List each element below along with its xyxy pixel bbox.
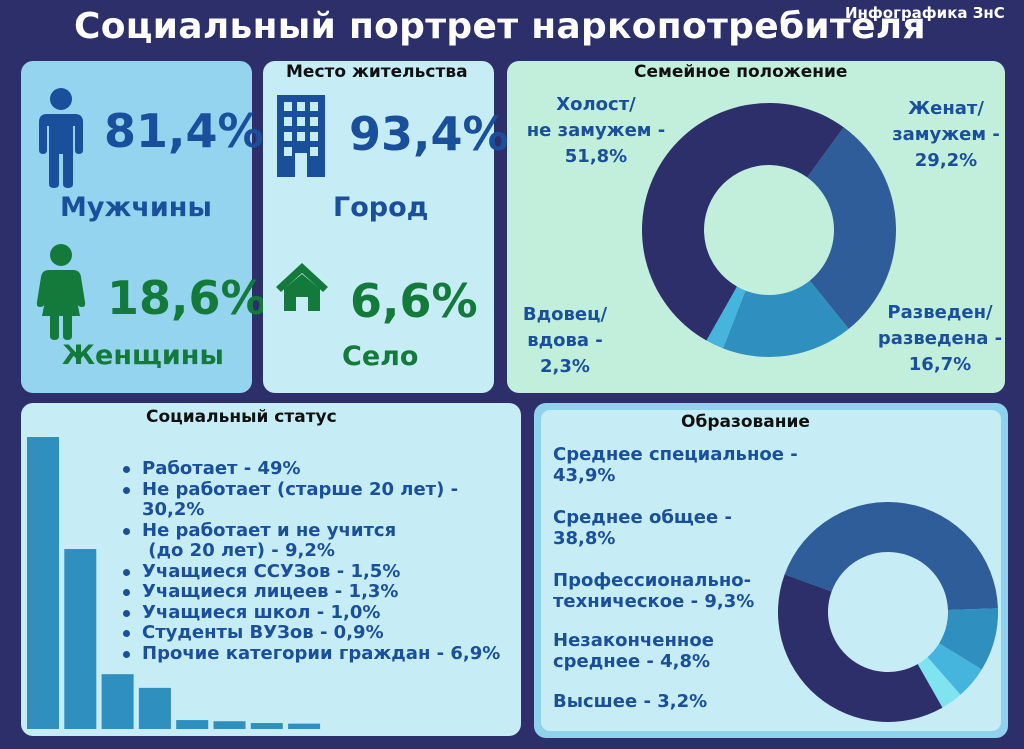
female-label: Женщины (62, 340, 224, 371)
social-legend-item: Не работает (старше 20 лет) -30,2% (120, 478, 500, 521)
family-label-single: Холост/не замужем - 51,8% (508, 92, 684, 170)
label-line: 2,3% (540, 356, 590, 377)
slice-higher (917, 657, 961, 708)
village-percent: 6,6% (350, 274, 478, 328)
label-line: Женат/ (908, 98, 984, 119)
social-legend-item: Работает - 49% (120, 458, 500, 480)
legend-line: (до 20 лет) - 9,2% (142, 540, 335, 561)
male-icon (39, 88, 83, 188)
social-bar (27, 437, 59, 729)
family-label-divorced: Разведен/разведена - 16,7% (866, 300, 1014, 378)
legend-line: Студенты ВУЗов - 0,9% (142, 622, 384, 643)
slice-divorced (722, 280, 849, 357)
label-line: Среднее специальное - (553, 444, 798, 465)
edu-label-incomplete: Незаконченное среднее - 4,8% (553, 630, 714, 672)
edu-label-higher: Высшее - 3,2% (553, 691, 707, 712)
social-legend-item: Учащиеся ССУЗов - 1,5% (120, 560, 500, 583)
brand-label: Инфографика ЗнС (845, 4, 1005, 22)
legend-line: Не работает и не учится (142, 519, 397, 541)
social-bar (101, 674, 134, 729)
social-legend-item: Учащиеся школ - 1,0% (120, 601, 500, 624)
bullet-icon (123, 650, 130, 658)
male-percent: 81,4% (104, 104, 264, 158)
label-line: Профессионально- (553, 570, 752, 591)
family-label-married: Женат/замужем - 29,2% (872, 96, 1020, 174)
building-icon (277, 95, 325, 177)
label-line: техническое - 9,3% (553, 591, 755, 612)
residence-title: Место жительства (286, 62, 468, 82)
legend-line: Учащиеся лицеев - 1,3% (142, 581, 399, 602)
label-line: Разведен/ (887, 302, 993, 323)
label-line: 43,9% (553, 465, 616, 486)
female-icon (36, 244, 86, 340)
label-line: разведена - (877, 328, 1003, 349)
label-line: Незаконченное (553, 630, 714, 651)
social-bar (250, 723, 283, 729)
edu-label-vocational: Профессионально-техническое - 9,3% (553, 570, 754, 612)
slice-specialized (784, 501, 998, 610)
male-label: Мужчины (60, 192, 212, 223)
social-legend-item: Студенты ВУЗов - 0,9% (120, 622, 500, 644)
slice-general (777, 574, 943, 722)
legend-line: Учащиеся школ - 1,0% (142, 601, 381, 623)
label-line: Вдовец/ (522, 304, 608, 325)
legend-line: Не работает (старше 20 лет) - (142, 478, 459, 500)
education-title: Образование (681, 412, 810, 432)
legend-line: Прочие категории граждан - 6,9% (142, 642, 501, 664)
slice-widowed (706, 286, 746, 349)
social-bar (138, 687, 171, 729)
label-line: Среднее общее - (553, 507, 732, 528)
slice-single (642, 102, 844, 341)
label-line: 29,2% (914, 150, 978, 171)
legend-line: Работает - 49% (142, 458, 301, 479)
edu-label-general: Среднее общее -38,8% (553, 507, 732, 549)
label-line: замужем - (892, 124, 1000, 145)
city-percent: 93,4% (349, 107, 509, 161)
social-legend-item: Не работает и не учится (до 20 лет) - 9,… (120, 519, 500, 562)
social-bar (288, 723, 321, 729)
bullet-icon (123, 630, 130, 637)
social-legend: Работает - 49% Не работает (старше 20 лет… (120, 458, 501, 665)
label-line: не замужем - (526, 120, 666, 141)
slice-incomplete (927, 643, 982, 695)
slice-married (807, 127, 896, 329)
bullet-icon (123, 568, 130, 576)
social-legend-item: Учащиеся лицеев - 1,3% (120, 581, 500, 603)
label-line: 51,8% (564, 146, 628, 167)
social-bar (64, 549, 97, 729)
legend-line: 30,2% (142, 499, 205, 520)
city-label: Город (333, 192, 429, 223)
bullet-icon (123, 609, 130, 617)
legend-line: Учащиеся ССУЗов - 1,5% (142, 560, 401, 582)
village-label: Село (342, 341, 419, 372)
label-line: 16,7% (908, 354, 972, 375)
female-percent: 18,6% (107, 271, 267, 325)
slice-vocational (939, 608, 999, 670)
family-title: Семейное положение (634, 62, 848, 82)
label-line: среднее - 4,8% (553, 651, 711, 672)
social-bar (176, 720, 209, 729)
bullet-icon (123, 486, 130, 494)
bullet-icon (123, 589, 130, 596)
label-line: Высшее - 3,2% (553, 691, 708, 712)
label-line: Холост/ (556, 94, 636, 115)
edu-label-specialized: Среднее специальное -43,9% (553, 444, 798, 486)
bullet-icon (123, 466, 130, 473)
family-label-widowed: Вдовец/вдова - 2,3% (500, 302, 630, 380)
label-line: вдова - (527, 330, 603, 351)
label-line: 38,8% (553, 528, 616, 549)
page-title: Социальный портрет наркопотребителя (74, 6, 926, 47)
bullet-icon (123, 527, 130, 535)
house-icon (276, 263, 328, 311)
social-legend-item: Прочие категории граждан - 6,9% (120, 642, 501, 665)
social-title: Социальный статус (146, 407, 337, 427)
social-bar (213, 721, 246, 729)
